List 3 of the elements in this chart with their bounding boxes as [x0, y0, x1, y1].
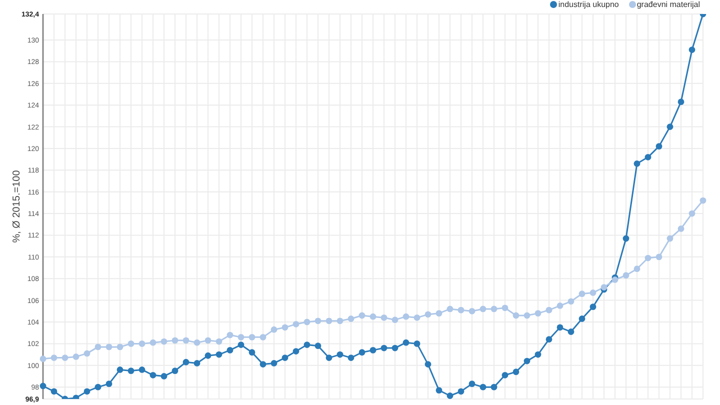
y-axis-title: %, Ø 2015.=100 [12, 170, 22, 243]
legend-label: industrija ukupno [558, 0, 619, 9]
legend-label: građevni materijal [636, 0, 700, 9]
